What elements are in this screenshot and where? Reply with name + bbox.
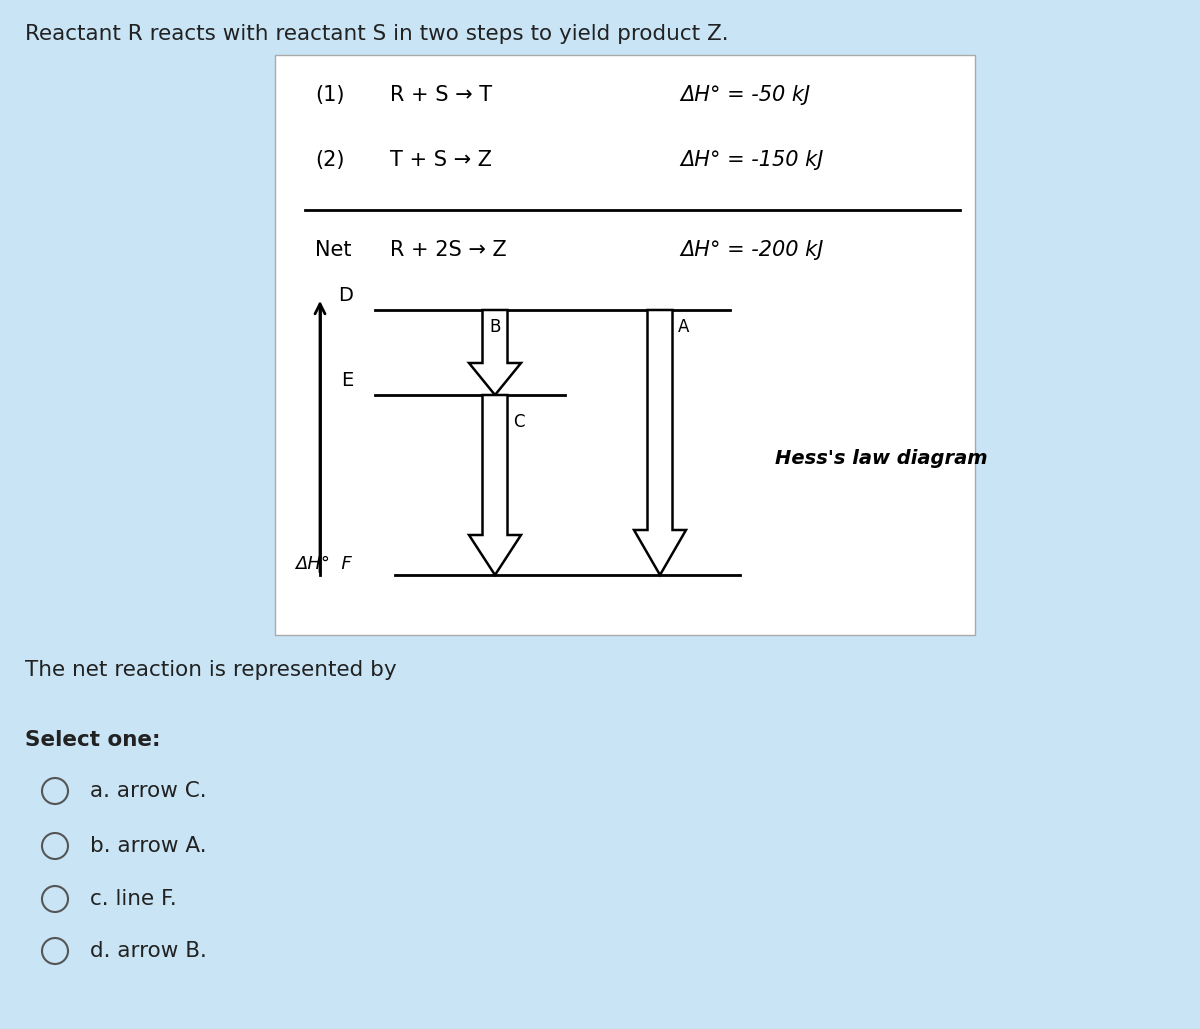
Text: a. arrow C.: a. arrow C. xyxy=(90,781,206,801)
Text: (1): (1) xyxy=(314,85,344,105)
Text: ΔH°  F: ΔH° F xyxy=(295,555,352,573)
Text: D: D xyxy=(338,286,353,305)
FancyArrow shape xyxy=(634,310,686,575)
Text: R + 2S → Z: R + 2S → Z xyxy=(390,240,506,260)
Text: Select one:: Select one: xyxy=(25,730,161,750)
Text: B: B xyxy=(490,318,500,336)
Text: b. arrow A.: b. arrow A. xyxy=(90,836,206,856)
FancyArrow shape xyxy=(469,310,521,395)
Text: Reactant R reacts with reactant S in two steps to yield product Z.: Reactant R reacts with reactant S in two… xyxy=(25,24,728,44)
Text: (2): (2) xyxy=(314,150,344,170)
Text: C: C xyxy=(514,413,524,431)
Text: Net: Net xyxy=(314,240,352,260)
Text: c. line F.: c. line F. xyxy=(90,889,176,909)
Text: A: A xyxy=(678,318,689,336)
Text: ΔH° = -200 kJ: ΔH° = -200 kJ xyxy=(680,240,823,260)
Text: E: E xyxy=(341,371,353,390)
Text: ΔH° = -50 kJ: ΔH° = -50 kJ xyxy=(680,85,810,105)
Text: d. arrow B.: d. arrow B. xyxy=(90,941,206,961)
Text: ΔH° = -150 kJ: ΔH° = -150 kJ xyxy=(680,150,823,170)
FancyBboxPatch shape xyxy=(275,55,974,635)
FancyArrow shape xyxy=(469,395,521,575)
Text: R + S → T: R + S → T xyxy=(390,85,492,105)
Text: T + S → Z: T + S → Z xyxy=(390,150,492,170)
Text: Hess's law diagram: Hess's law diagram xyxy=(775,450,988,468)
Text: The net reaction is represented by: The net reaction is represented by xyxy=(25,660,397,680)
